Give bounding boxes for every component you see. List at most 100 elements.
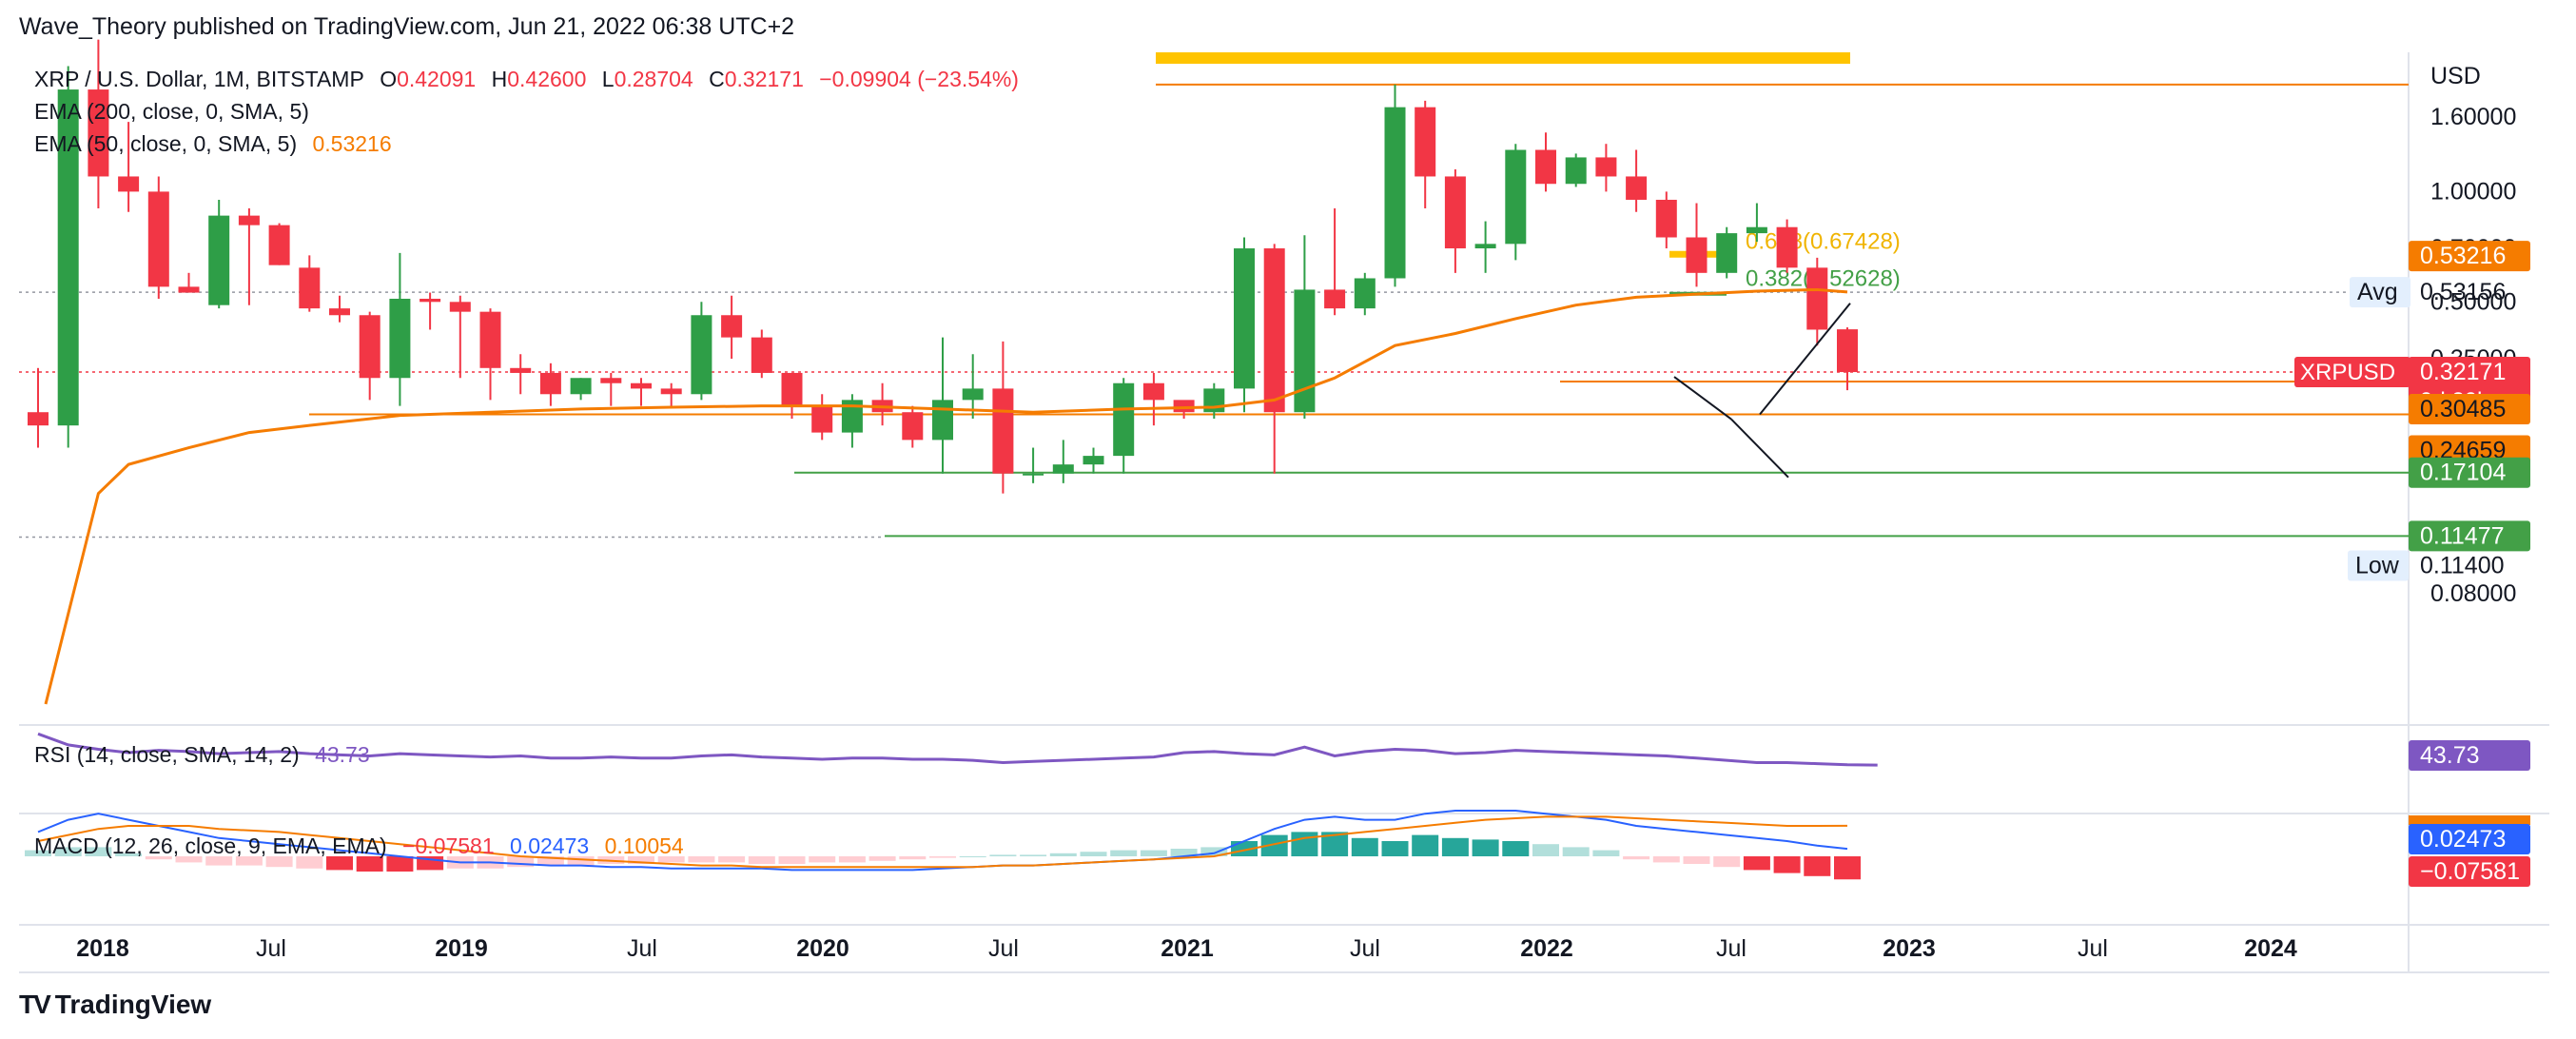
candle-body <box>1626 176 1648 200</box>
macd-hist-bar <box>1472 839 1499 856</box>
candle-body <box>751 337 772 373</box>
candle-body <box>1806 267 1828 330</box>
low-tag-label: Low <box>2355 553 2400 579</box>
low-value: 0.28704 <box>614 67 693 91</box>
macd-hist-bar <box>1049 853 1077 856</box>
macd-hist-bar <box>145 856 172 860</box>
macd-hist-bar <box>537 856 564 866</box>
macd-tag-value: 0.02473 <box>2420 826 2506 853</box>
open-label: O <box>380 67 398 91</box>
x-tick-label: Jul <box>988 935 1019 962</box>
macd-hist-bar <box>205 856 233 866</box>
support3-tag-bg <box>2409 457 2530 488</box>
macd-hist-bar <box>1381 841 1409 856</box>
top-fib-band <box>1156 52 1850 64</box>
xrp-tag-label: XRPUSD <box>2300 360 2395 385</box>
candle-body <box>902 412 924 441</box>
macd-hist-bar <box>1532 844 1559 856</box>
candle-body <box>299 267 321 309</box>
avg-tag-value: 0.53156 <box>2420 279 2506 305</box>
macd-hist-bar <box>1260 834 1288 856</box>
open-value: 0.42091 <box>397 67 477 91</box>
ema50-line <box>44 287 1848 705</box>
current-tag-value: 0.32171 <box>2420 359 2506 385</box>
candle-body <box>268 225 290 265</box>
macd-signal-value: 0.10054 <box>604 833 684 858</box>
macd-hist-bar <box>235 856 263 866</box>
tradingview-brand[interactable]: TV TradingView <box>19 990 211 1020</box>
candle-body <box>962 388 984 401</box>
macd-signal-line <box>37 815 1848 869</box>
macd-hist-bar <box>85 847 112 856</box>
candle-body <box>1263 248 1285 413</box>
symbol-title: XRP / U.S. Dollar, 1M, BITSTAMP <box>34 67 364 91</box>
axis-unit: USD <box>2430 63 2481 89</box>
x-tick-label: Jul <box>256 935 286 962</box>
macd-hist-bar <box>1562 847 1590 856</box>
macd-hist-bar <box>657 856 685 863</box>
xrp-tag-bg <box>2294 357 2410 388</box>
candle-body <box>992 388 1014 474</box>
macd-hist-bar <box>688 856 715 863</box>
ema200-legend[interactable]: EMA (200, close, 0, SMA, 5) <box>34 99 319 125</box>
candle-body <box>691 315 712 395</box>
candle-body <box>811 405 833 433</box>
candle-body <box>88 89 109 177</box>
macd-hist-bar <box>809 856 836 863</box>
candle-body <box>1686 237 1708 273</box>
x-tick-label: 2018 <box>76 935 129 962</box>
candle-body <box>1113 382 1135 457</box>
candle-body <box>600 378 622 383</box>
y-tick-label: 0.50000 <box>2430 288 2516 315</box>
candle-body <box>1444 176 1466 249</box>
candle-body <box>28 412 49 426</box>
arrow-down-1 <box>1673 376 1732 421</box>
arrow-up <box>1759 303 1851 416</box>
macd-hist-bar <box>175 856 203 863</box>
candle-body <box>1746 226 1767 234</box>
macd-hist-bar <box>296 856 323 869</box>
brand-name: TradingView <box>54 990 212 1019</box>
candle-body <box>1415 107 1436 177</box>
ema50-value: 0.53216 <box>312 131 392 156</box>
x-tick-label: Jul <box>1350 935 1380 962</box>
macd-hist-bar <box>1713 856 1741 868</box>
candle-body <box>1716 233 1738 273</box>
low-tag-value: 0.11400 <box>2420 553 2505 579</box>
macd-line <box>37 810 1848 872</box>
support4-tag: 0.11477 <box>2420 522 2505 549</box>
rsi-label: RSI (14, close, SMA, 14, 2) <box>34 742 300 767</box>
support3-tag: 0.17104 <box>2420 460 2506 486</box>
candle-body <box>57 89 79 426</box>
candle-body <box>1052 464 1074 474</box>
candle-body <box>932 400 953 441</box>
macd-legend[interactable]: MACD (12, 26, close, 9, EMA, EMA) −0.075… <box>34 833 693 859</box>
macd-hist-bar <box>1291 832 1318 856</box>
candle-body <box>1776 226 1798 268</box>
low-tag-bg <box>2348 550 2409 581</box>
x-tick-label: 2023 <box>1883 935 1936 962</box>
candle-body <box>1324 289 1346 309</box>
arrow-down-2 <box>1730 418 1789 479</box>
candle-body <box>631 382 652 389</box>
macd-hist-bar <box>1592 850 1620 856</box>
candle-body <box>1083 456 1104 465</box>
rsi-legend[interactable]: RSI (14, close, SMA, 14, 2) 43.73 <box>34 742 380 768</box>
close-value: 0.32171 <box>724 67 804 91</box>
candle-body <box>1595 157 1617 177</box>
ema50-legend[interactable]: EMA (50, close, 0, SMA, 5) 0.53216 <box>34 131 401 157</box>
candle-body <box>1354 278 1376 309</box>
candle-body <box>510 367 532 373</box>
candle-body <box>1384 107 1406 279</box>
candle-body <box>118 176 140 192</box>
candle-body <box>721 315 743 338</box>
x-tick-label: 2022 <box>1520 935 1573 962</box>
macd-hist-bar <box>1351 837 1378 856</box>
macd-hist-bar <box>1441 837 1469 856</box>
macd-hist-bar <box>1804 856 1831 876</box>
macd-hist-bar <box>1080 852 1107 856</box>
macd-hist-bar <box>265 856 293 868</box>
x-tick-label: 2020 <box>796 935 849 962</box>
macd-hist-bar <box>1683 856 1710 864</box>
